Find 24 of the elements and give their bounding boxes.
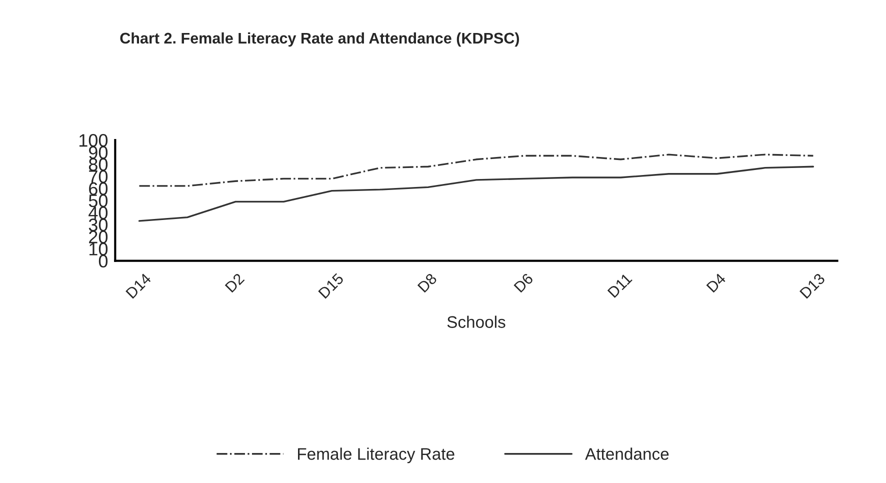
legend-label: Attendance [585,448,669,460]
x-tick-label: D11 [607,272,632,298]
y-tick-label: 100 [79,134,108,147]
x-axis-title: Schools [447,316,506,328]
y-tick-label: 20 [89,230,108,244]
y-tick-label: 80 [88,158,108,171]
line-series [138,166,814,222]
y-tick-label: 40 [88,206,108,220]
x-tick-label: D13 [799,272,826,299]
legend-label: Female Literacy Rate [298,448,454,464]
y-tick-label: 70 [89,170,108,184]
y-tick-label: 50 [88,194,108,208]
y-tick-label: 0 [98,254,108,268]
x-tick-label: D6 [514,272,534,293]
x-tick-label: D2 [224,272,245,293]
x-tick-label: D14 [126,272,152,299]
x-tick-label: D4 [706,272,726,293]
y-tick-label: 10 [90,242,108,256]
y-tick-label: 90 [89,146,108,159]
y-tick-label: 60 [89,182,108,196]
x-tick-label: D8 [417,272,438,293]
line-series [138,154,814,187]
y-tick-label: 30 [88,218,108,232]
chart-title: Chart 2. Female Literacy Rate and Attendance (KDPSC) [120,32,519,47]
